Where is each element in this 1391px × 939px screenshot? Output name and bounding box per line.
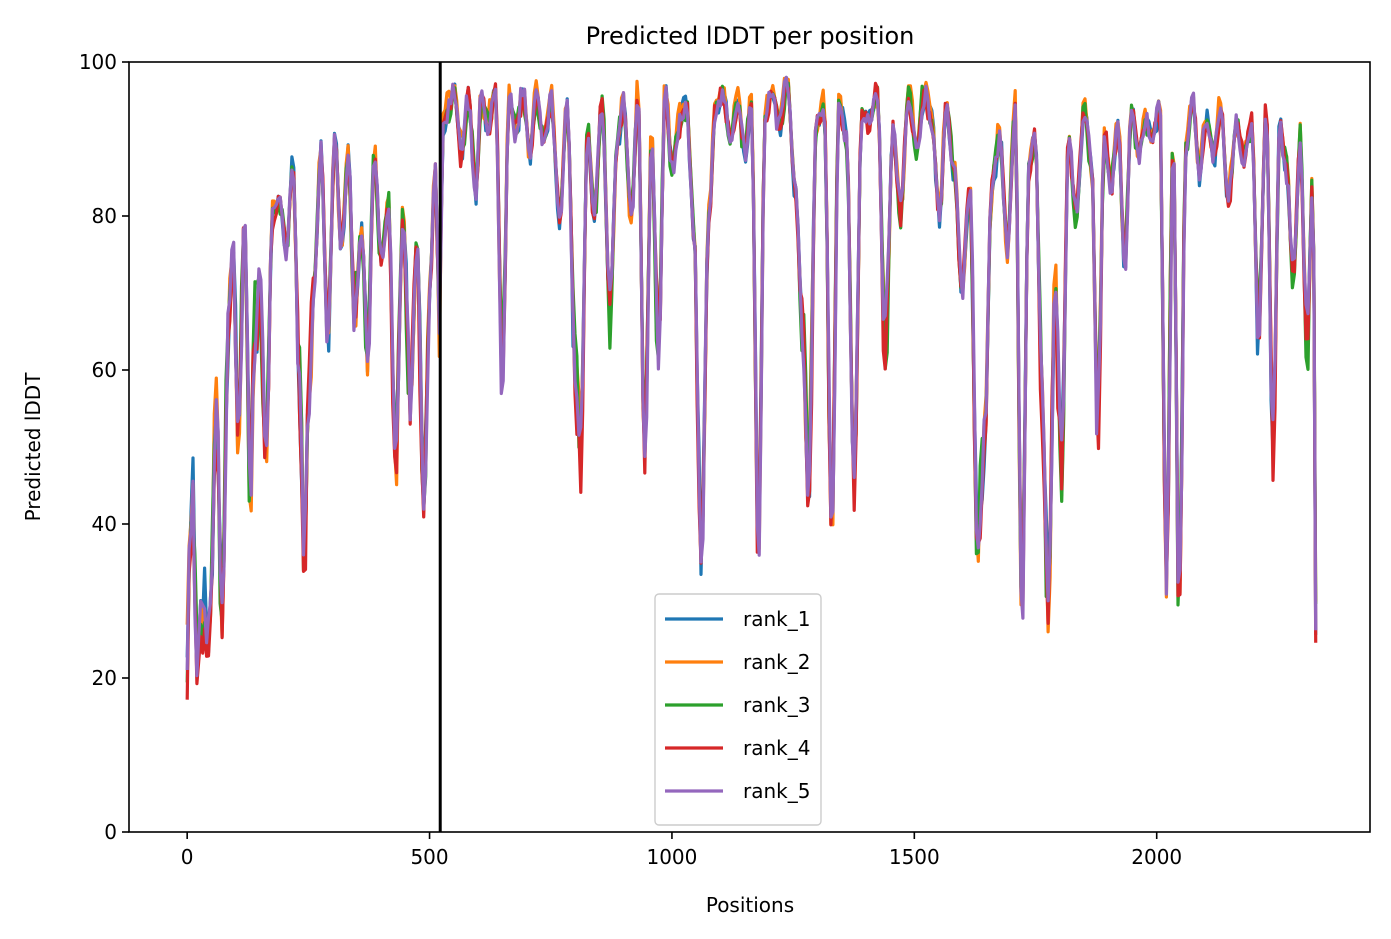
legend-label: rank_5 — [743, 779, 810, 803]
y-tick-label: 0 — [104, 820, 117, 844]
x-tick-label: 1000 — [646, 845, 697, 869]
y-tick-label: 80 — [92, 204, 117, 228]
x-tick-label: 2000 — [1131, 845, 1182, 869]
legend-box — [654, 593, 822, 826]
y-tick-label: 20 — [92, 666, 117, 690]
y-tick-label: 100 — [79, 50, 117, 74]
x-tick-label: 0 — [181, 845, 194, 869]
series-line-rank_5 — [185, 75, 1318, 678]
y-axis-label: Predicted lDDT — [21, 372, 45, 522]
y-ticks: 0 20 40 60 80 100 — [79, 50, 129, 844]
x-tick-label: 1500 — [889, 845, 940, 869]
series-group — [185, 75, 1318, 700]
legend-label: rank_4 — [743, 736, 810, 760]
y-tick-label: 60 — [92, 358, 117, 382]
legend-label: rank_1 — [743, 607, 810, 631]
legend-label: rank_2 — [743, 650, 810, 674]
x-axis-label: Positions — [706, 893, 794, 917]
legend-label: rank_3 — [743, 693, 810, 717]
y-tick-label: 40 — [92, 512, 117, 536]
plot-frame — [128, 61, 1371, 833]
legend: rank_1 rank_2 rank_3 rank_4 rank_5 — [654, 593, 822, 826]
chart-title: Predicted lDDT per position — [586, 22, 915, 50]
x-tick-label: 500 — [410, 845, 448, 869]
x-ticks: 0 500 1000 1500 2000 — [181, 832, 1182, 869]
